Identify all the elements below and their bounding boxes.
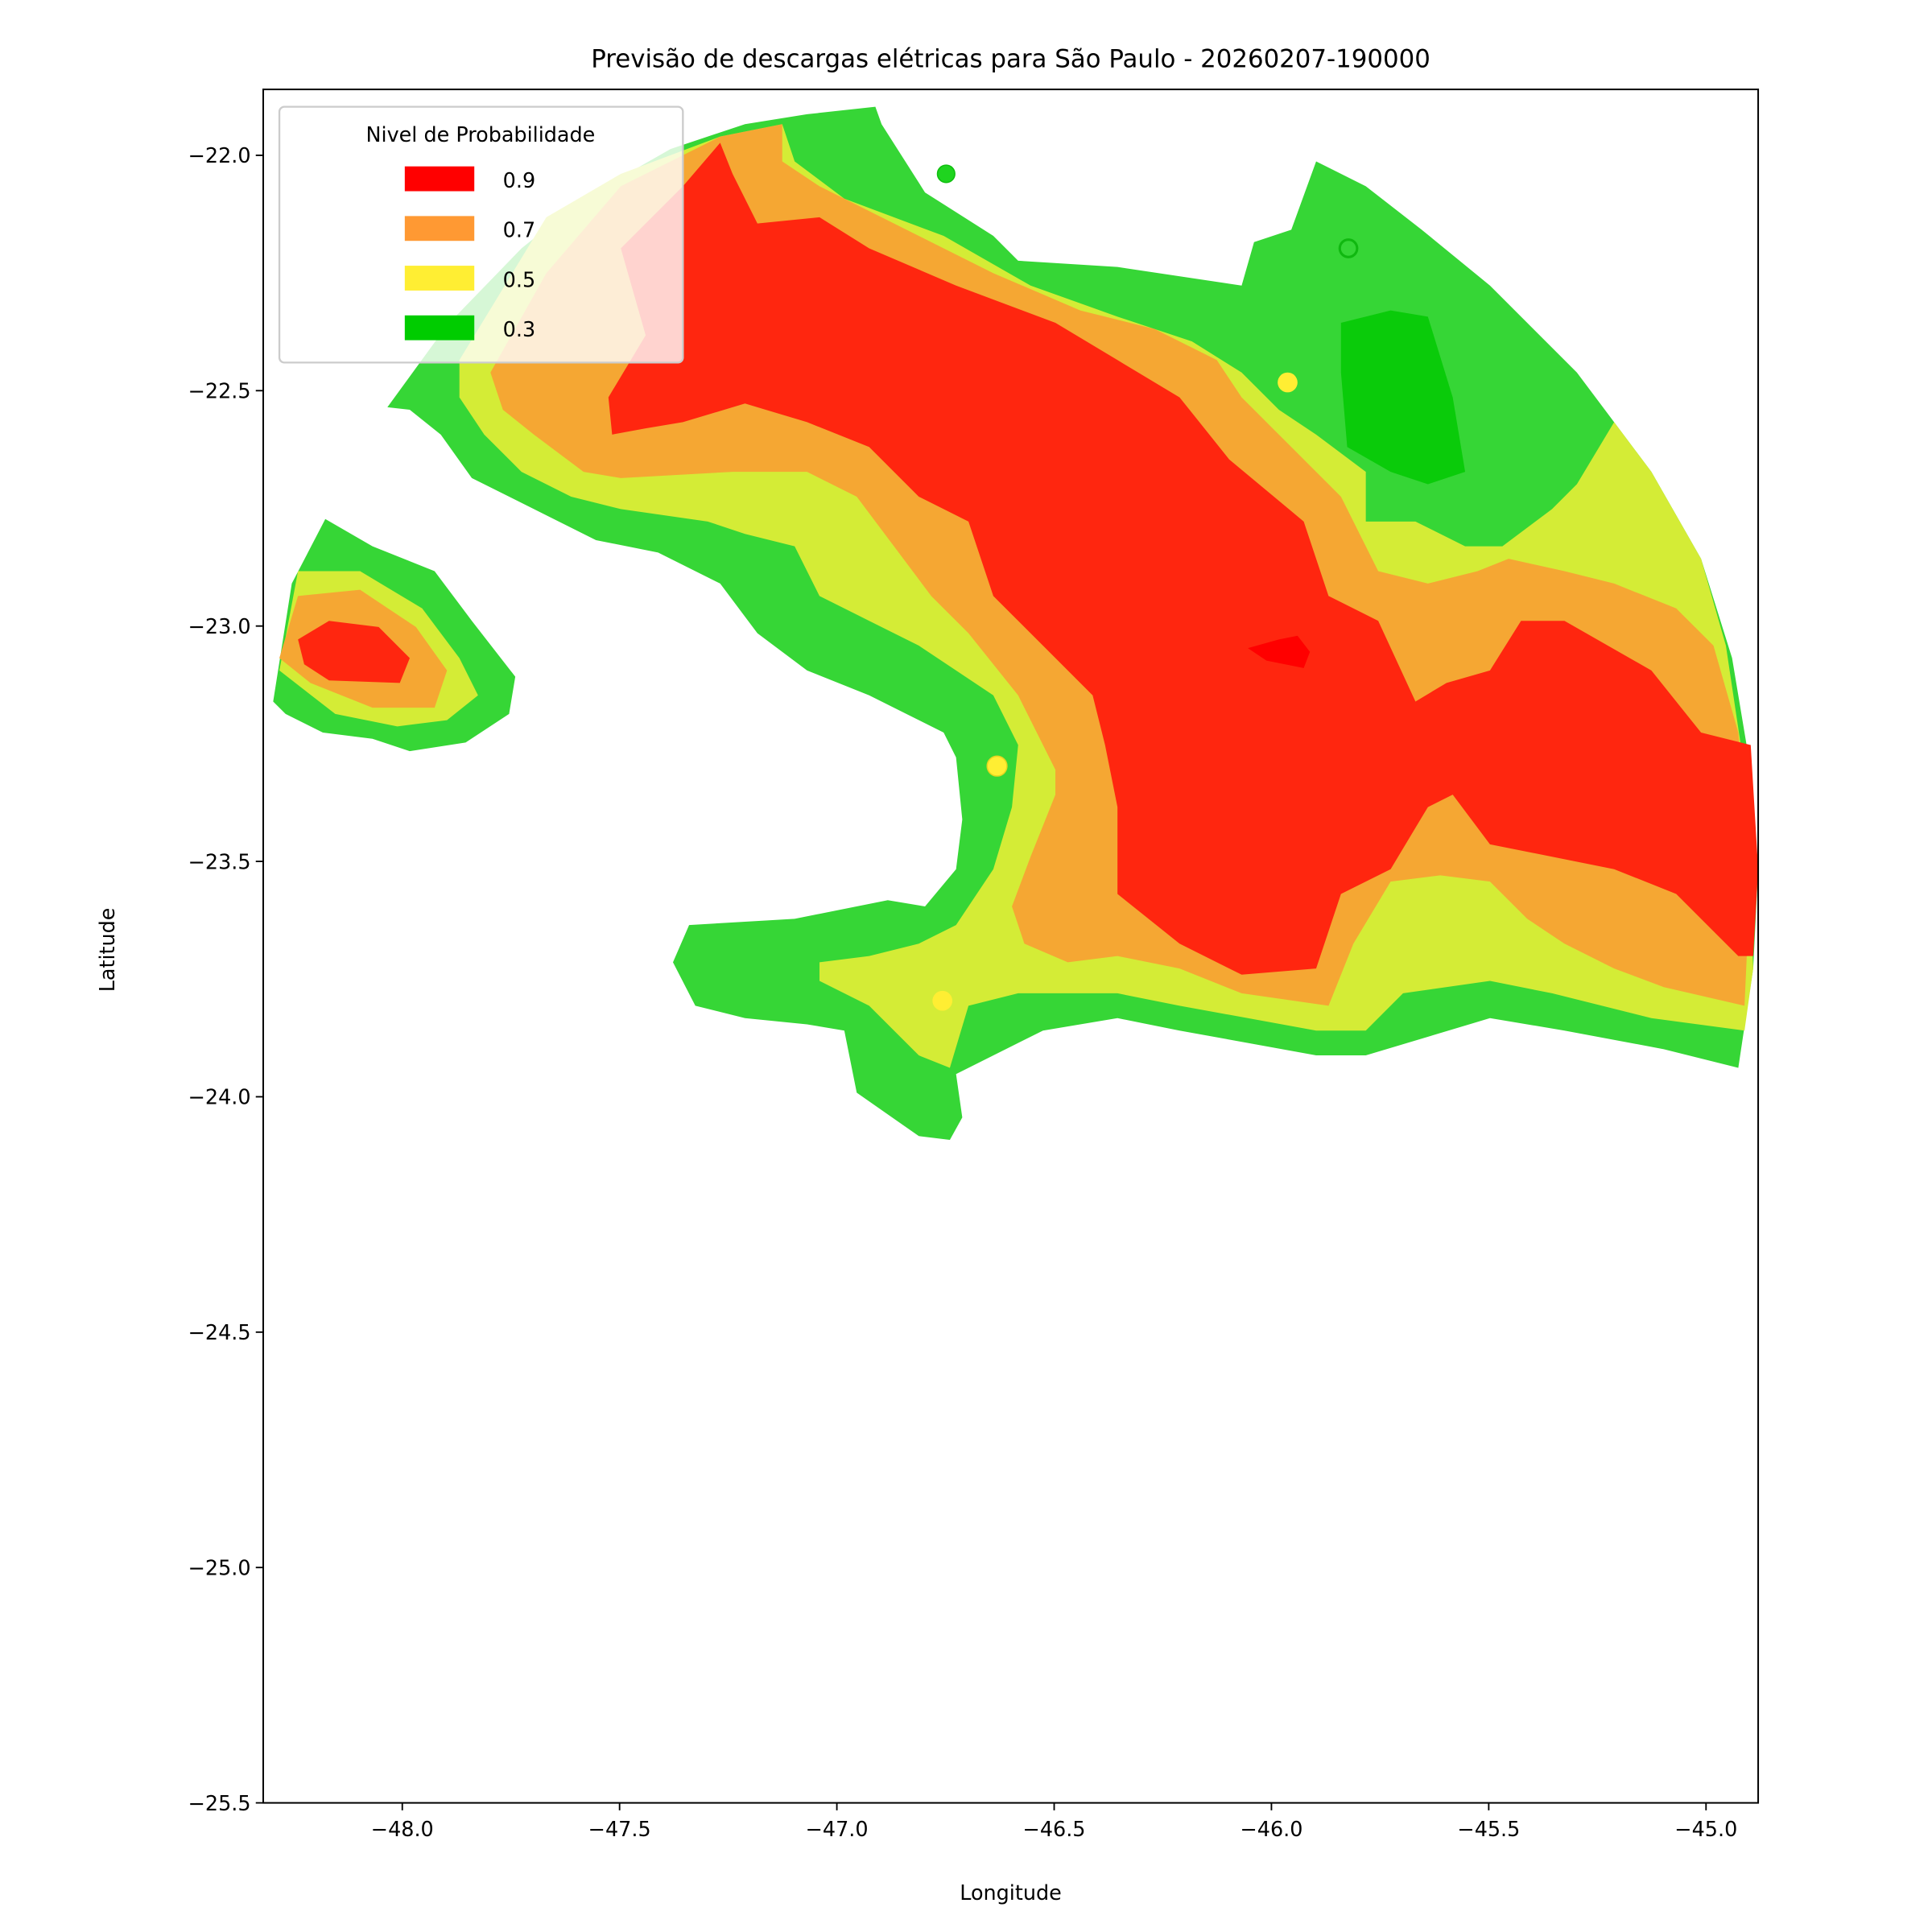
legend-label: 0.9 [503,168,535,192]
y-tick-label: −25.0 [188,1555,251,1579]
y-tick-label: −25.5 [188,1791,251,1815]
marker-yellow [986,755,1008,777]
legend-label: 0.3 [503,317,535,341]
y-tick-label: −23.5 [188,849,251,873]
y-tick-label: −24.5 [188,1320,251,1344]
x-tick-label: −47.0 [806,1817,869,1841]
marker-green [936,164,956,184]
x-tick-label: −45.5 [1457,1817,1520,1841]
legend-label: 0.7 [503,218,535,242]
y-tick-label: −24.0 [188,1085,251,1109]
y-tick-label: −23.0 [188,614,251,638]
legend-title: Nivel de Probabilidade [366,122,596,147]
legend-swatch [404,166,475,192]
chart-title: Previsão de descargas elétricas para São… [591,44,1430,73]
marker-green [1338,238,1359,258]
contour-0.9-west [298,621,410,683]
legend: Nivel de Probabilidade 0.9 0.7 0.5 0.3 [278,105,684,364]
axes-frame [262,89,1760,1804]
y-axis-label: Latitude [95,908,119,993]
contour-0.9-main [608,142,1759,975]
x-tick-label: −47.5 [588,1817,651,1841]
y-axis: −22.0 −22.5 −23.0 −23.5 −24.0 −24.5 −25.0 −25.5 [188,143,263,1815]
legend-swatch [404,266,475,291]
x-tick-label: −48.0 [371,1817,434,1841]
plot-area [273,106,1759,1140]
marker-yellow [932,990,953,1011]
x-axis-label: Longitude [960,1880,1062,1905]
legend-label: 0.5 [503,267,535,291]
x-tick-label: −46.5 [1023,1817,1086,1841]
x-axis: −48.0 −47.5 −47.0 −46.5 −46.0 −45.5 −45.0 [371,1802,1737,1841]
x-tick-label: −46.0 [1240,1817,1302,1841]
contour-0.3-core-northeast [1340,310,1466,485]
marker-yellow [1278,372,1298,393]
x-tick-label: −45.0 [1674,1817,1737,1841]
legend-swatch [404,216,475,242]
y-tick-label: −22.0 [188,143,251,167]
y-tick-label: −22.5 [188,379,251,403]
legend-swatch [404,315,475,341]
